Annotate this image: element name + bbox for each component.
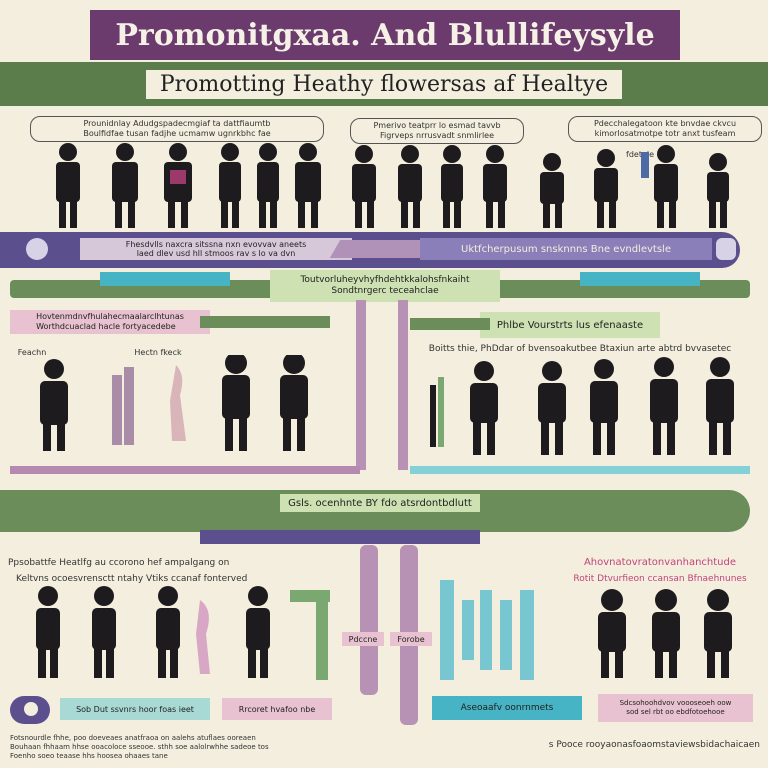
subtitle-band: Promotting Heathy flowersas af Healtye [0, 62, 768, 106]
lower-pill-mid-right: Aseoaafv oonrnmets [432, 696, 582, 720]
middle-right-green-bar [410, 318, 490, 330]
teal-ribbon-left [100, 272, 230, 286]
person-icon [352, 145, 376, 228]
person-icon [40, 359, 68, 451]
row1-caption-left: Prounidnlay Adudgspadecmgiaf ta dattfiau… [30, 116, 324, 142]
lower-left-title: Ppsobattfe Heatlfg au ccorono hef ampalg… [8, 558, 230, 568]
person-icon [219, 143, 241, 228]
person-icon [441, 145, 463, 228]
badge-icon-left [26, 238, 48, 260]
silhouette-group-left [112, 365, 186, 445]
person-icon [483, 145, 507, 228]
cyan-silhouettes [440, 580, 534, 680]
middle-small-left: Feachn [17, 348, 47, 357]
middle-center-label: Toutvorluheyvhyfhdehtkkalohsfnkaiht Sond… [270, 270, 500, 302]
vertical-pole-left [356, 300, 366, 470]
ribbon-cyan-right [410, 466, 750, 474]
person-icon [156, 586, 180, 678]
person-icon [652, 589, 680, 678]
row1-caption-right: Pdecchalegatoon kte bnvdae ckvcu kimorlo… [568, 116, 762, 142]
person-icon [246, 586, 270, 678]
person-icon [92, 586, 116, 678]
person-icon [280, 355, 308, 451]
person-icon [56, 143, 80, 228]
person-icon [707, 153, 729, 228]
person-icon [598, 589, 626, 678]
blue-tag-icon [641, 152, 649, 178]
row1-people-figures [56, 143, 729, 228]
band1-right-label: Uktfcherpusum snsknnns Bne evndlevtsle [420, 238, 712, 260]
person-icon [36, 586, 60, 678]
person-icon [706, 357, 734, 455]
main-title: Promonitgxaa. And Blullifeysyle [90, 10, 680, 60]
person-icon [112, 143, 138, 228]
person-icon [590, 359, 618, 455]
lower-people-figures [36, 580, 732, 680]
badge-icon [24, 702, 38, 716]
person-icon [164, 143, 192, 228]
person-icon [295, 143, 321, 228]
middle-right-caption: Boitts thie, PhDdar of bvensoakutbee Bta… [428, 344, 732, 354]
band1-left-label: Fhesdvlls naxcra sitssna nxn evovvav ane… [80, 238, 352, 260]
person-icon [257, 143, 279, 228]
person-icon [538, 361, 566, 455]
vertical-pole-right [398, 300, 408, 470]
lower-pill-left: Sob Dut ssvnrs hoor foas ieet [60, 698, 210, 720]
lower-pole-left [360, 545, 378, 695]
teal-ribbon-right [580, 272, 700, 286]
person-icon [594, 149, 618, 228]
silhouette-group-right [430, 377, 444, 447]
ribbon-purple-left [10, 466, 360, 474]
middle-people-figures [40, 355, 734, 455]
person-icon [470, 361, 498, 455]
person-icon [654, 145, 678, 228]
lower-center-label: Gsls. ocenhnte BY fdo atsrdontbdlutt [280, 494, 480, 512]
lock-icon [716, 238, 736, 260]
person-icon [540, 153, 564, 228]
lower-left-sub: Keltvns ocoesvrensctt ntahy Vtiks ccanaf… [16, 574, 248, 584]
person-icon [222, 355, 250, 451]
green-silhouette [290, 590, 330, 680]
lower-pill-mid-left: Rrcoret hvafoo nbe [222, 698, 332, 720]
lower-purple-strip [200, 530, 480, 544]
lower-pole-label-a: Pdccne [342, 632, 384, 646]
subtitle: Promotting Heathy flowersas af Healtye [145, 69, 623, 99]
lower-pole-label-b: Forobe [390, 632, 432, 646]
footer-right-note: s Pooce rooyaonasfoaomstaviewsbidachaica… [548, 740, 760, 750]
middle-left-caption: Hovtenmdnvfhulahecmaalarclhtunas Worthdc… [10, 310, 210, 334]
person-icon [650, 357, 678, 455]
footer-left-note: Fotsnourdle fhhe, poo doeveaes anatfraoa… [10, 734, 269, 760]
pink-silhouette [196, 600, 210, 674]
row1-caption-mid: Pmerivo teatprr lo esmad tavvb Figrveps … [350, 118, 524, 144]
person-icon [704, 589, 732, 678]
middle-left-green-bar [200, 316, 330, 328]
lower-right-sub: Rotit Dtvurfieon ccansan Bfnaehnunes [573, 574, 747, 584]
middle-small-mid: Hectn fkeck [134, 348, 182, 357]
lower-right-title: Ahovnatovratonvanhanchtude [583, 557, 737, 568]
middle-right-label: Phlbe Vourstrts lus efenaaste [480, 312, 660, 338]
row1-caption-small: fdetale [626, 150, 654, 159]
lower-pill-right: Sdcsohoohdvov voooseoeh oow sod sel rbt … [598, 694, 753, 722]
person-icon [398, 145, 422, 228]
